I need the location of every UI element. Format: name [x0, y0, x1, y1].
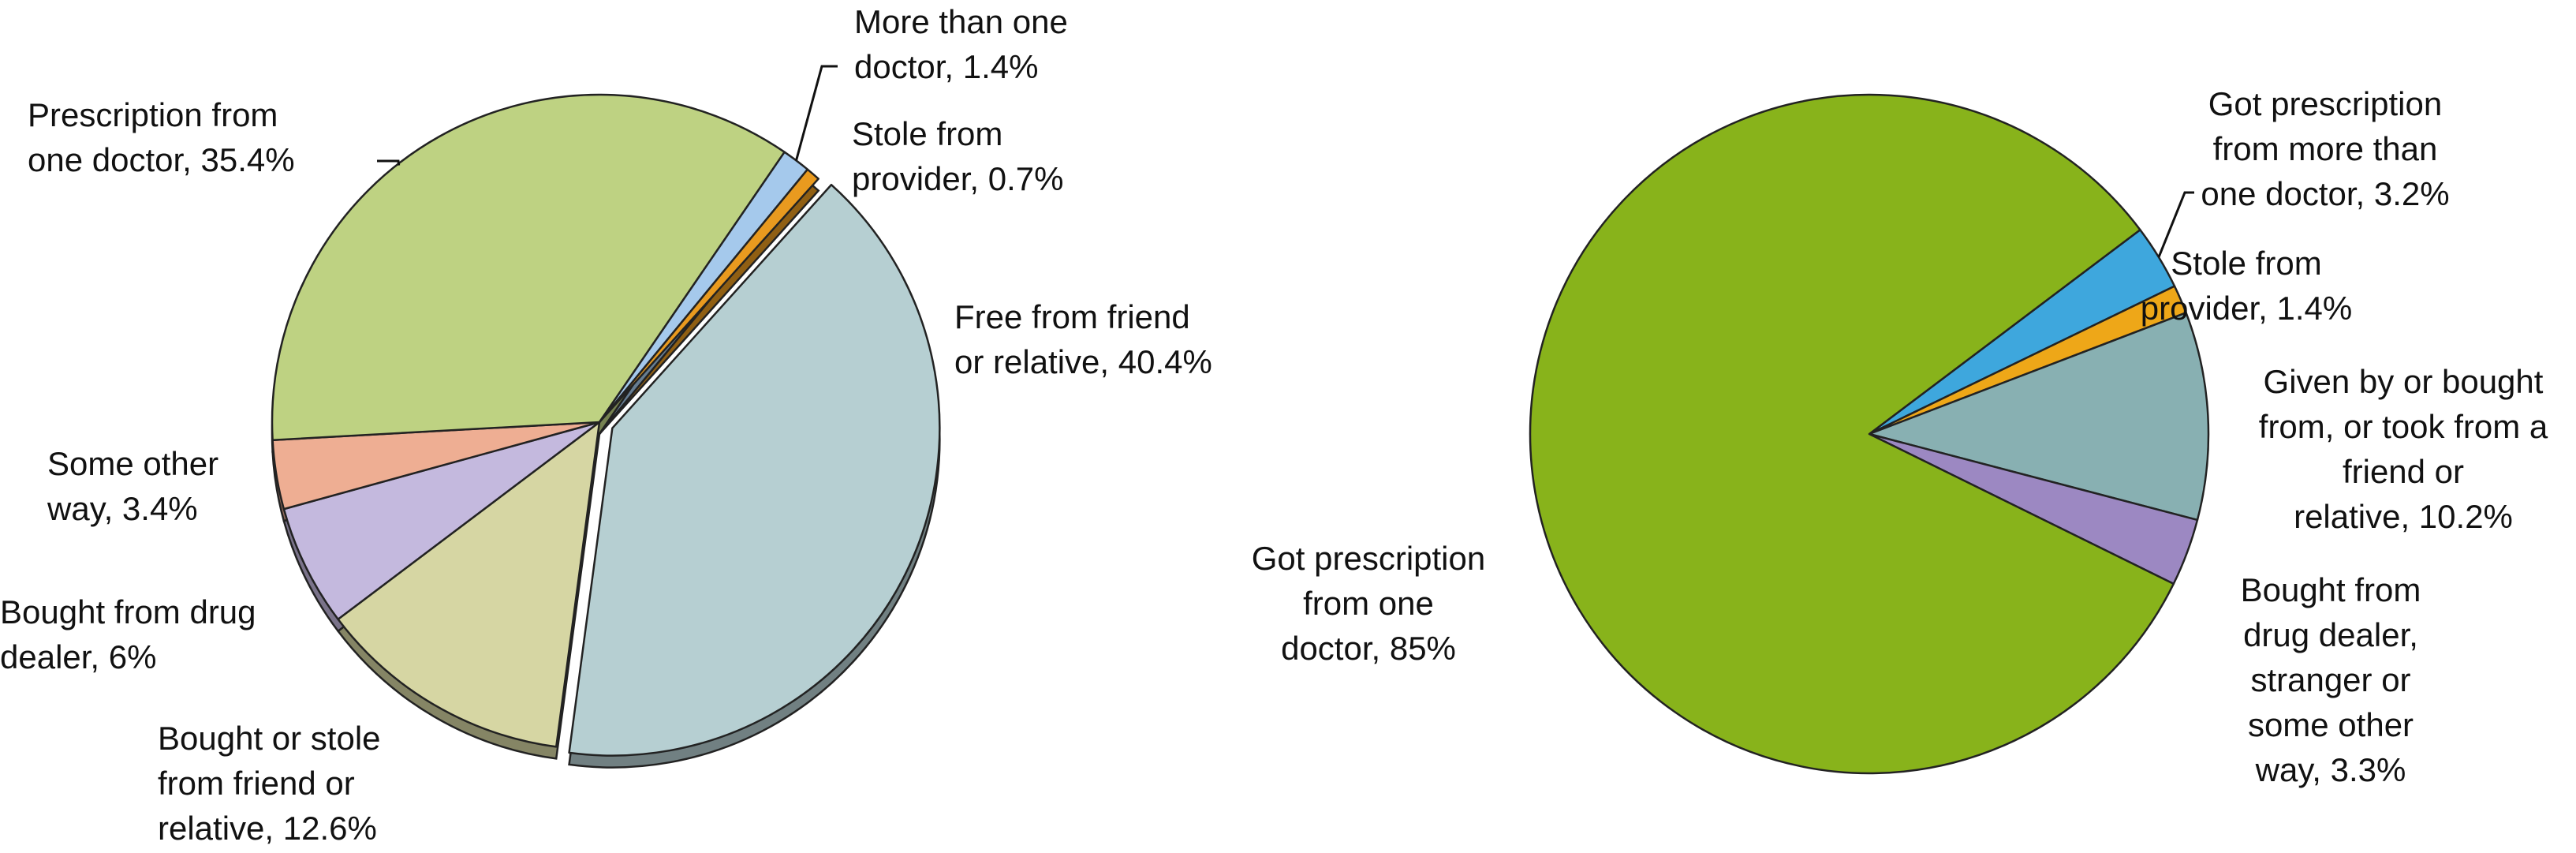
slice-label-stole-from-provider-1-4-line: Stole from: [2171, 245, 2321, 282]
leader-line-more-than-one-doctor: [2157, 191, 2194, 258]
slice-label-bought-from-drug-line: dealer, 6%: [0, 638, 156, 675]
pie-slice-bought-from-drug: [282, 421, 601, 621]
slice-label-bought-from-drug: Bought from drug dealer, 6%: [0, 593, 256, 675]
slice-label-more-than-one: More than one doctor, 1.4%: [854, 3, 1068, 85]
slice-label-prescription-from-line: one doctor, 35.4%: [28, 141, 295, 178]
pie-chart-right: Got prescription from more than one doctor…: [1252, 85, 2548, 788]
slice-label-given-by-or-bought-from-or-took-from-a-f-line: relative, 10.2%: [2294, 498, 2513, 535]
leader-line-more-than-one-doctor: [795, 65, 838, 161]
slice-label-given-by-or-bought-from-or-took-from-a-f-line: Given by or bought: [2264, 363, 2544, 400]
slice-label-bought-from-drug-dealer-stranger-or-some-line: way, 3.3%: [2255, 751, 2406, 788]
slice-label-free-from-friend: Free from friend or relative, 40.4%: [954, 298, 1212, 380]
slice-label-more-than-one-line: More than one: [854, 3, 1068, 40]
slice-label-got-prescription-from-more-than-one-doct-line: one doctor, 3.2%: [2201, 175, 2449, 212]
slice-label-got-prescription-from-one-doctor-85-line: doctor, 85%: [1281, 630, 1456, 667]
slice-label-bought-from-drug-dealer-stranger-or-some-line: stranger or: [2250, 661, 2410, 698]
slice-label-bought-from-drug-dealer-stranger-or-some-line: Bought from: [2241, 571, 2421, 608]
slice-label-given-by-or-bought-from-or-took-from-a-f-line: from, or took from a: [2259, 408, 2548, 445]
slice-label-got-prescription-from-one-doctor-85-line: Got prescription: [1252, 540, 1485, 577]
pie-slice-bought-or-stole: [337, 421, 601, 748]
leader-line-prescription-from-one-doctor: [377, 159, 401, 166]
slice-label-got-prescription-from-more-than-one-doct: Got prescription from more than one doctor…: [2201, 85, 2449, 212]
slice-label-some-other: Some other way, 3.4%: [47, 445, 218, 527]
slice-label-free-from-friend-line: or relative, 40.4%: [954, 343, 1212, 380]
slice-label-some-other-line: way, 3.4%: [47, 490, 198, 527]
slice-label-free-from-friend-line: Free from friend: [954, 298, 1190, 335]
slice-label-got-prescription-from-more-than-one-doct-line: Got prescription: [2208, 85, 2442, 122]
slice-label-stole-from-line: Stole from: [852, 115, 1002, 152]
pie-slice-got-prescription-from-one-doctor-85: [1529, 93, 2175, 775]
slice-label-bought-from-drug-dealer-stranger-or-some-line: drug dealer,: [2243, 616, 2418, 653]
slice-label-some-other-line: Some other: [47, 445, 218, 482]
slice-label-bought-or-stole-line: Bought or stole: [158, 720, 381, 757]
pie-slice-free-from-friend: [568, 183, 941, 757]
slice-label-bought-or-stole-line: from friend or: [158, 765, 355, 802]
pie-slice-stole-from: [598, 168, 819, 424]
slice-label-got-prescription-from-one-doctor-85-line: from one: [1303, 585, 1434, 622]
pie-slice-given-by-or-bought-from-or-took-from-a-f: [1868, 312, 2210, 522]
slice-label-prescription-from: Prescription from one doctor, 35.4%: [28, 96, 295, 178]
slice-label-stole-from: Stole from provider, 0.7%: [852, 115, 1064, 197]
slice-label-bought-or-stole: Bought or stole from friend or relative, 1…: [158, 720, 381, 847]
slice-label-stole-from-line: provider, 0.7%: [852, 160, 1064, 197]
slice-label-got-prescription-from-more-than-one-doct-line: from more than: [2213, 130, 2438, 167]
slice-label-given-by-or-bought-from-or-took-from-a-f-line: friend or: [2343, 453, 2464, 490]
slice-label-prescription-from-line: Prescription from: [28, 96, 278, 133]
pie-slice-prescription-from: [271, 93, 786, 441]
slice-label-bought-from-drug-dealer-stranger-or-some-line: some other: [2248, 706, 2414, 743]
slice-label-stole-from-provider-1-4-line: provider, 1.4%: [2141, 290, 2353, 327]
slice-label-stole-from-provider-1-4: Stole from provider, 1.4%: [2141, 245, 2353, 327]
slice-label-bought-from-drug-dealer-stranger-or-some: Bought from drug dealer, stranger or some o…: [2241, 571, 2421, 788]
slice-label-got-prescription-from-one-doctor-85: Got prescription from one doctor, 85%: [1252, 540, 1485, 667]
pie-chart-left: Free from friend or relative, 40.4% Bought…: [0, 3, 1212, 847]
slice-label-more-than-one-line: doctor, 1.4%: [854, 48, 1038, 85]
slice-label-given-by-or-bought-from-or-took-from-a-f: Given by or bought from, or took from a fr…: [2259, 363, 2548, 535]
slice-label-bought-or-stole-line: relative, 12.6%: [158, 810, 377, 847]
slice-label-bought-from-drug-line: Bought from drug: [0, 593, 256, 630]
